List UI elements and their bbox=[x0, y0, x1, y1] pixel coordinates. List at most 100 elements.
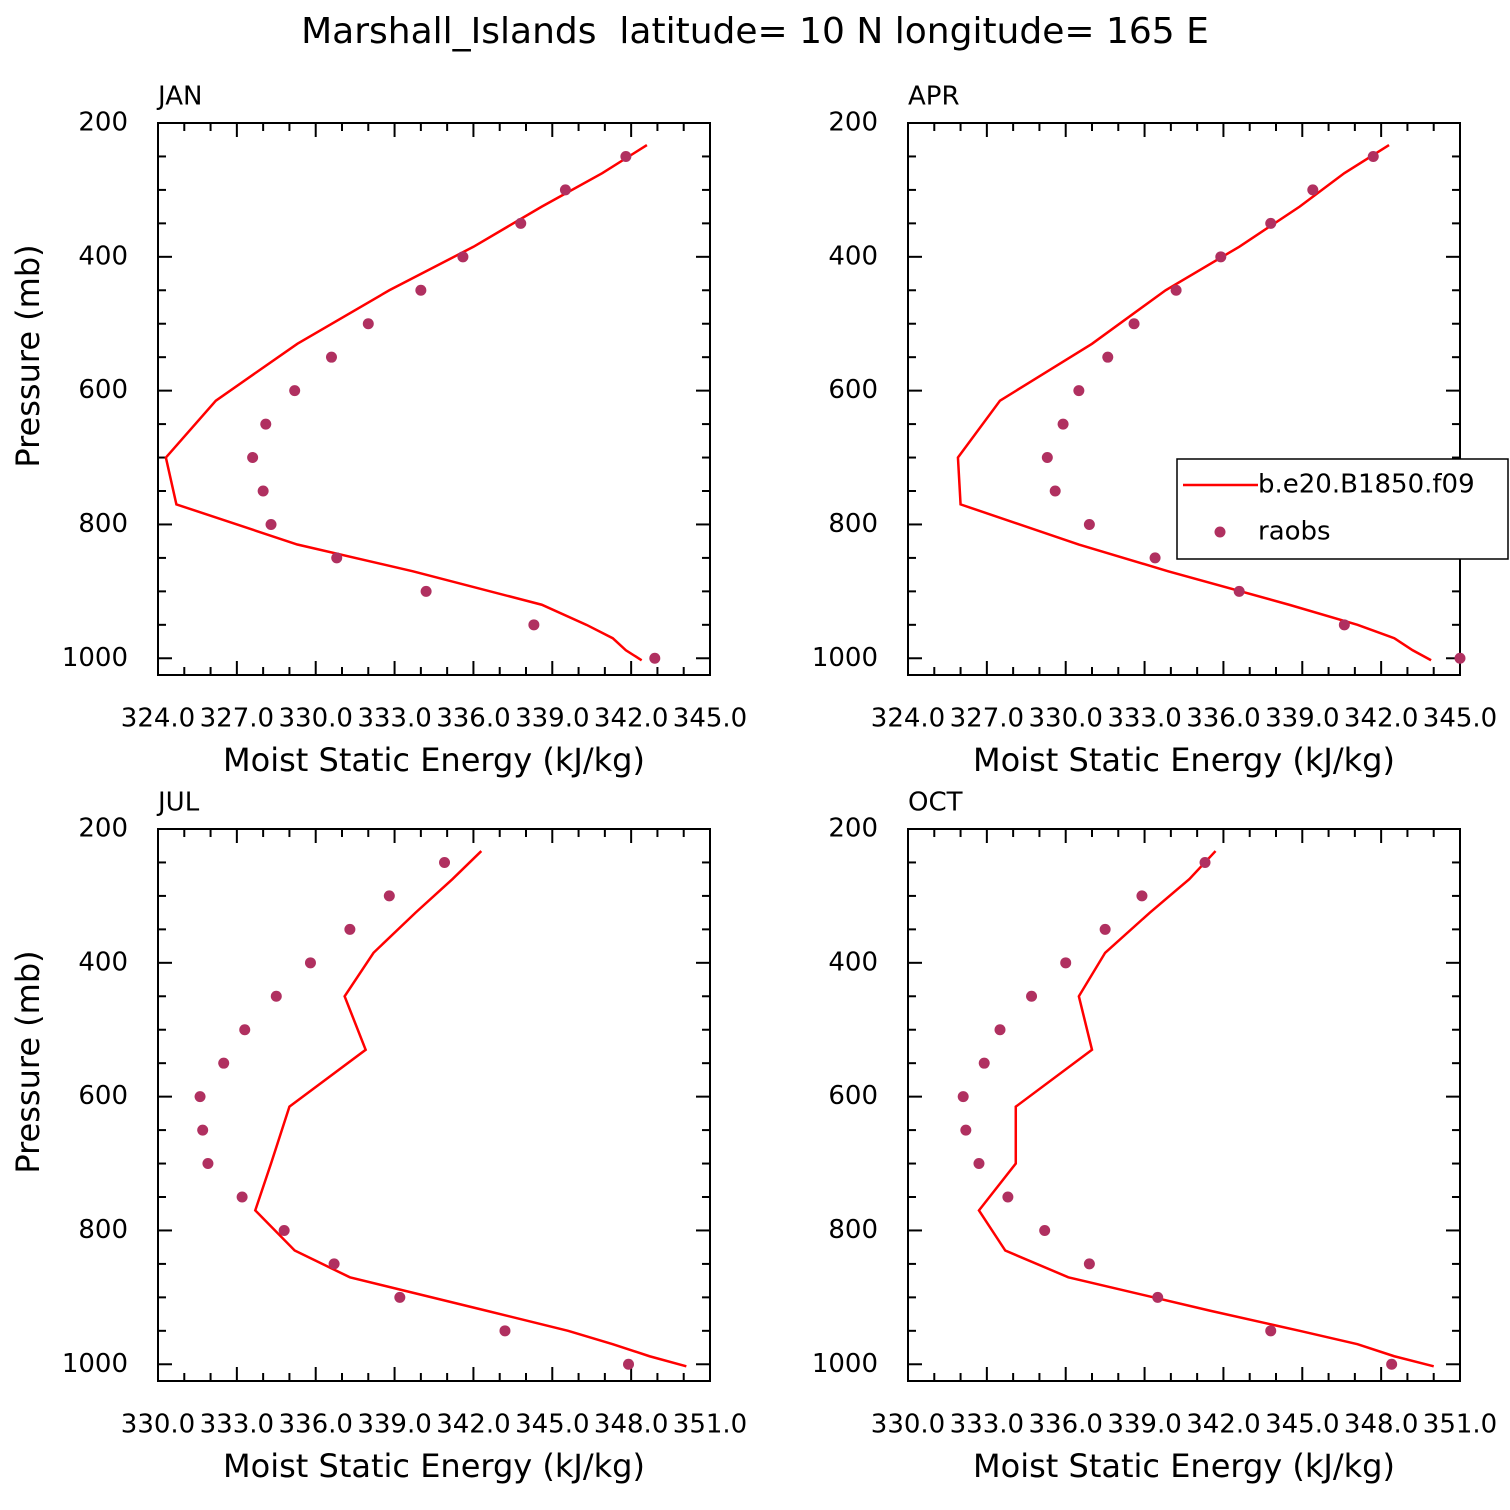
plot-frame bbox=[907, 828, 1461, 1382]
plot-frame bbox=[157, 828, 711, 1382]
obs-point bbox=[1454, 652, 1466, 664]
y-tick-label: 400 bbox=[78, 241, 128, 271]
y-tick-label: 1000 bbox=[812, 643, 878, 673]
obs-point bbox=[257, 485, 269, 497]
obs-point bbox=[1265, 217, 1277, 229]
obs-point bbox=[499, 1325, 511, 1337]
obs-point bbox=[331, 552, 343, 564]
obs-point bbox=[236, 1191, 248, 1203]
figure-title: Marshall_Islands latitude= 10 N longitud… bbox=[301, 11, 1209, 52]
obs-point bbox=[649, 652, 661, 664]
obs-point bbox=[1057, 418, 1069, 430]
model-line bbox=[253, 850, 687, 1368]
obs-point bbox=[620, 150, 632, 162]
x-tick-label: 345.0 bbox=[1265, 1410, 1339, 1440]
y-tick-label: 1000 bbox=[62, 1349, 128, 1379]
obs-point bbox=[1215, 251, 1227, 263]
obs-point bbox=[278, 1224, 290, 1236]
obs-point bbox=[1149, 552, 1161, 564]
obs-point bbox=[1060, 957, 1072, 969]
x-tick-label: 345.0 bbox=[1423, 704, 1497, 734]
x-tick-label: 339.0 bbox=[515, 704, 589, 734]
x-tick-label: 345.0 bbox=[673, 704, 747, 734]
panel-title: OCT bbox=[908, 788, 963, 818]
obs-point bbox=[202, 1158, 214, 1170]
x-tick-label: 336.0 bbox=[436, 704, 510, 734]
x-axis-label: Moist Static Energy (kJ/kg) bbox=[223, 741, 645, 779]
obs-point bbox=[247, 452, 259, 464]
obs-point bbox=[1136, 890, 1148, 902]
obs-point bbox=[1386, 1358, 1398, 1370]
obs-point bbox=[394, 1291, 406, 1303]
x-axis-label: Moist Static Energy (kJ/kg) bbox=[973, 1447, 1395, 1485]
model-line bbox=[956, 144, 1432, 662]
x-tick-label: 330.0 bbox=[278, 704, 352, 734]
y-tick-label: 400 bbox=[828, 241, 878, 271]
obs-point bbox=[1152, 1291, 1164, 1303]
y-tick-label: 1000 bbox=[812, 1349, 878, 1379]
obs-point bbox=[420, 585, 432, 597]
x-tick-label: 324.0 bbox=[871, 704, 945, 734]
x-tick-label: 339.0 bbox=[1107, 1410, 1181, 1440]
plot-frame bbox=[907, 122, 1461, 676]
obs-point bbox=[362, 318, 374, 330]
x-axis-label: Moist Static Energy (kJ/kg) bbox=[973, 741, 1395, 779]
y-tick-label: 200 bbox=[78, 814, 128, 844]
x-tick-label: 327.0 bbox=[950, 704, 1024, 734]
x-tick-label: 327.0 bbox=[200, 704, 274, 734]
obs-point bbox=[194, 1091, 206, 1103]
x-tick-label: 330.0 bbox=[1028, 704, 1102, 734]
obs-point bbox=[1199, 856, 1211, 868]
x-tick-label: 342.0 bbox=[1344, 704, 1418, 734]
y-tick-label: 600 bbox=[828, 375, 878, 405]
obs-point bbox=[265, 518, 277, 530]
y-tick-label: 400 bbox=[828, 947, 878, 977]
panel-title: JUL bbox=[156, 788, 200, 818]
obs-point bbox=[415, 284, 427, 296]
y-tick-label: 800 bbox=[828, 1215, 878, 1245]
model-line bbox=[977, 850, 1435, 1368]
y-tick-label: 600 bbox=[78, 375, 128, 405]
obs-point bbox=[289, 385, 301, 397]
obs-point bbox=[218, 1057, 230, 1069]
obs-point bbox=[1102, 351, 1114, 363]
plot-frame bbox=[157, 122, 711, 676]
obs-point bbox=[439, 856, 451, 868]
obs-point bbox=[1099, 923, 1111, 935]
obs-point bbox=[1128, 318, 1140, 330]
x-tick-label: 336.0 bbox=[278, 1410, 352, 1440]
obs-point bbox=[978, 1057, 990, 1069]
obs-point bbox=[344, 923, 356, 935]
legend-label: b.e20.B1850.f09 bbox=[1258, 470, 1475, 500]
x-tick-label: 345.0 bbox=[515, 1410, 589, 1440]
obs-point bbox=[1233, 585, 1245, 597]
y-tick-label: 200 bbox=[828, 108, 878, 138]
obs-point bbox=[1002, 1191, 1014, 1203]
x-tick-label: 348.0 bbox=[594, 1410, 668, 1440]
obs-point bbox=[559, 184, 571, 196]
obs-point bbox=[304, 957, 316, 969]
legend-box bbox=[1176, 458, 1509, 560]
x-tick-label: 330.0 bbox=[871, 1410, 945, 1440]
obs-point bbox=[325, 351, 337, 363]
y-tick-label: 1000 bbox=[62, 643, 128, 673]
obs-point bbox=[1041, 452, 1053, 464]
obs-point bbox=[1307, 184, 1319, 196]
obs-point bbox=[328, 1258, 340, 1270]
x-tick-label: 336.0 bbox=[1028, 1410, 1102, 1440]
x-tick-label: 339.0 bbox=[357, 1410, 431, 1440]
panel-title: APR bbox=[908, 82, 960, 112]
obs-point bbox=[1073, 385, 1085, 397]
y-tick-label: 600 bbox=[78, 1081, 128, 1111]
legend-swatch bbox=[1214, 526, 1226, 538]
x-tick-label: 351.0 bbox=[1423, 1410, 1497, 1440]
obs-point bbox=[260, 418, 272, 430]
model-line bbox=[164, 144, 648, 662]
y-tick-label: 800 bbox=[78, 509, 128, 539]
obs-point bbox=[960, 1124, 972, 1136]
y-tick-label: 600 bbox=[828, 1081, 878, 1111]
x-tick-label: 351.0 bbox=[673, 1410, 747, 1440]
obs-point bbox=[1083, 1258, 1095, 1270]
x-tick-label: 333.0 bbox=[1107, 704, 1181, 734]
y-tick-label: 800 bbox=[78, 1215, 128, 1245]
